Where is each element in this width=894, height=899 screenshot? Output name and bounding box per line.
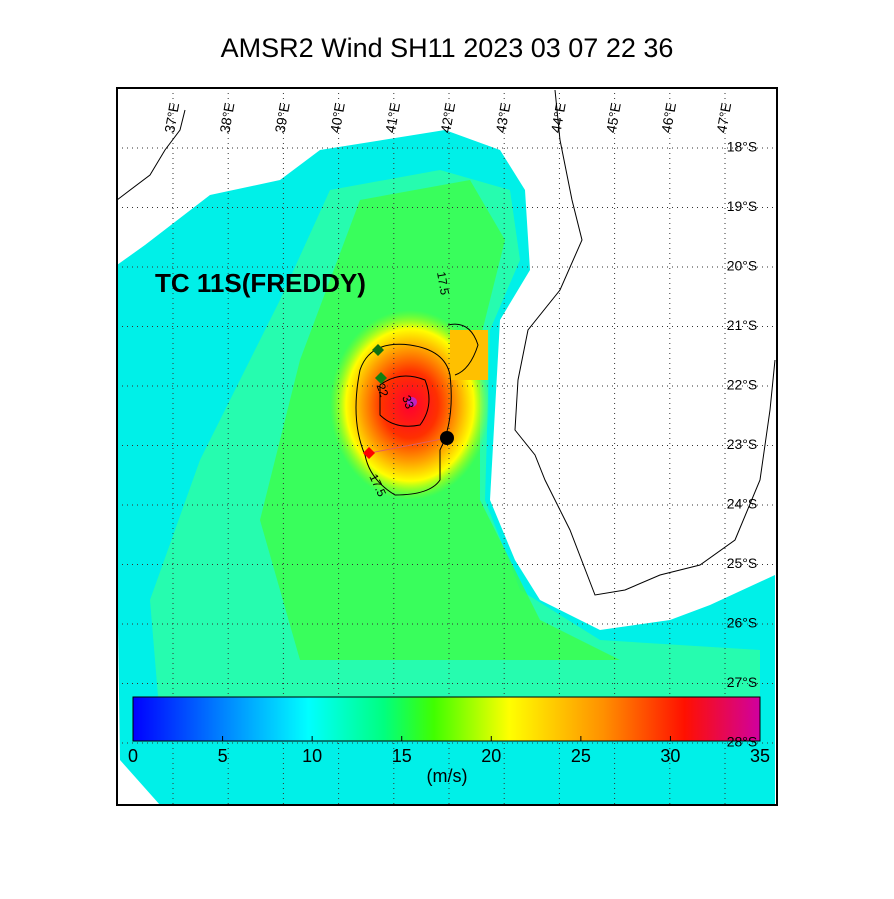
lon-label: 47°E — [713, 101, 734, 134]
lat-label: 28°S — [727, 734, 758, 750]
lat-label: 27°S — [727, 674, 758, 690]
colorbar-tick-label: 0 — [128, 746, 138, 766]
coastline — [514, 89, 776, 596]
lon-label: 37°E — [161, 101, 182, 134]
lon-label: 42°E — [437, 101, 458, 134]
lat-label: 25°S — [727, 555, 758, 571]
contour-label: 17.5 — [434, 271, 452, 297]
contour-label: 22 — [374, 381, 392, 399]
colorbar-tick-label: 20 — [481, 746, 501, 766]
coastline — [116, 109, 186, 201]
lon-label: 41°E — [382, 101, 403, 134]
lon-label: 40°E — [327, 101, 348, 134]
lon-label: 44°E — [548, 101, 569, 134]
lon-label: 38°E — [216, 101, 237, 134]
lat-label: 19°S — [727, 198, 758, 214]
lat-label: 18°S — [727, 139, 758, 155]
lat-label: 23°S — [727, 436, 758, 452]
lat-label: 22°S — [727, 377, 758, 393]
colorbar — [132, 696, 761, 742]
colorbar-tick-label: 10 — [302, 746, 322, 766]
contour-label: 33 — [399, 393, 417, 411]
lon-label: 43°E — [492, 101, 513, 134]
lat-label: 20°S — [727, 258, 758, 274]
map-grid — [117, 88, 777, 805]
track-markers — [363, 344, 454, 459]
title: AMSR2 Wind SH11 2023 03 07 22 36 — [221, 33, 674, 63]
lat-label: 26°S — [727, 615, 758, 631]
storm-label: TC 11S(FREDDY) — [155, 268, 366, 298]
colorbar-tick-label: 15 — [392, 746, 412, 766]
colorbar-tick-label: 25 — [571, 746, 591, 766]
lon-label: 46°E — [658, 101, 679, 134]
lon-label: 45°E — [603, 101, 624, 134]
colorbar-tick-label: 5 — [218, 746, 228, 766]
map-frame — [116, 87, 778, 806]
lat-label: 21°S — [727, 317, 758, 333]
colorbar-label: (m/s) — [427, 766, 468, 786]
colorbar-tick-label: 35 — [750, 746, 770, 766]
lon-label: 39°E — [272, 101, 293, 134]
lat-label: 24°S — [727, 496, 758, 512]
colorbar-tick-label: 30 — [660, 746, 680, 766]
